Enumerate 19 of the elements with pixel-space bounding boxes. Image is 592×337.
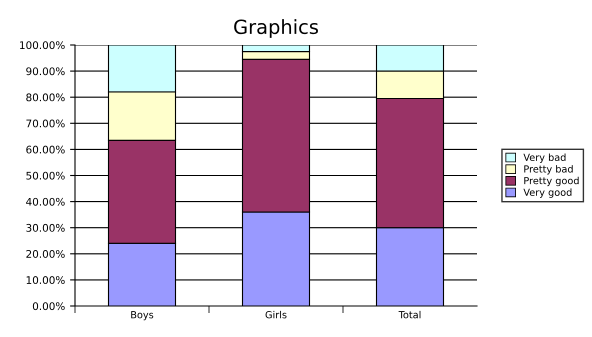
y-tick-label: 80.00% <box>26 93 65 102</box>
legend-label: Pretty good <box>524 176 579 186</box>
y-tick-label: 20.00% <box>26 250 65 258</box>
y-tick-label: 60.00% <box>26 146 65 154</box>
legend-label: Pretty bad <box>524 165 573 175</box>
y-tick-label: 90.00% <box>26 67 65 76</box>
y-tick-label: 0.00% <box>32 302 65 310</box>
y-tick-label: 70.00% <box>26 120 65 128</box>
legend-label: Very bad <box>523 153 566 163</box>
y-tick-label: 30.00% <box>26 224 65 232</box>
x-tick-label: Total <box>398 310 420 318</box>
chart-title: Graphics <box>234 19 318 38</box>
y-tick-label: 10.00% <box>26 276 65 284</box>
legend-label: Very good <box>523 188 572 198</box>
y-tick-label: 100.00% <box>20 41 65 50</box>
x-tick-label: Girls <box>266 310 287 318</box>
y-tick-label: 50.00% <box>26 172 65 180</box>
x-tick-label: Boys <box>131 311 154 320</box>
y-tick-label: 40.00% <box>26 198 65 206</box>
